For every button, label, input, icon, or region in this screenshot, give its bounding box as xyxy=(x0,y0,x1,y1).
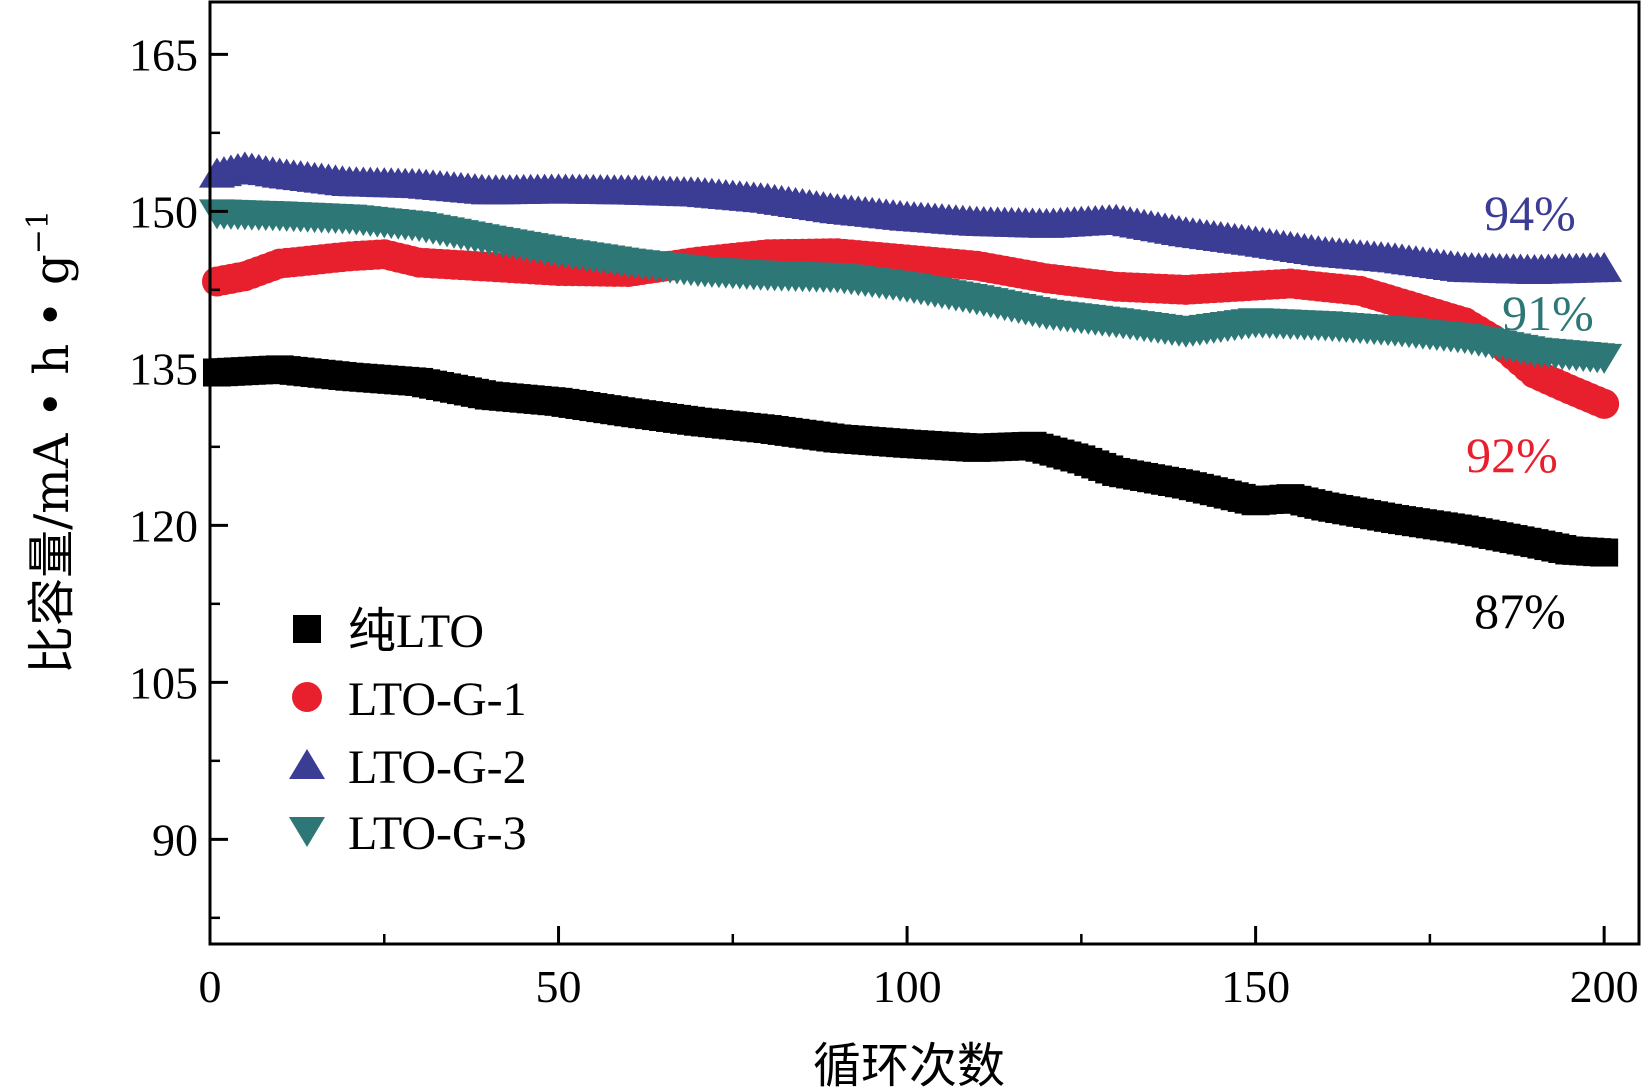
y-tick-label: 150 xyxy=(129,186,198,237)
y-axis-title: 比容量/mA • h • g−1 xyxy=(21,210,80,674)
data-point xyxy=(1589,388,1620,419)
end-label: 94% xyxy=(1484,185,1576,241)
y-tick-label: 165 xyxy=(129,29,198,80)
legend: 纯LTO LTO-G-1 LTO-G-2 LTO-G-3 xyxy=(289,605,527,860)
series-1 xyxy=(202,355,1619,567)
data-point xyxy=(1586,343,1623,374)
end-label: 91% xyxy=(1502,285,1594,341)
x-tick-label: 200 xyxy=(1570,961,1639,1012)
legend-marker xyxy=(289,749,325,779)
legend-marker xyxy=(293,615,321,643)
data-point xyxy=(1586,251,1623,282)
legend-label: 纯LTO xyxy=(348,605,484,658)
series-4 xyxy=(198,199,1623,374)
axes-layer: 0 50 100 150 200 90 105 120 135 150 165 xyxy=(129,29,1639,1012)
y-axis-title-superscript: −1 xyxy=(21,210,56,254)
y-tick-label: 105 xyxy=(129,657,198,708)
y-tick-label: 135 xyxy=(129,343,198,394)
y-tick-label: 90 xyxy=(152,814,198,865)
x-tick-label: 100 xyxy=(873,961,942,1012)
end-label: 92% xyxy=(1466,427,1558,483)
legend-label: LTO-G-3 xyxy=(348,807,527,860)
x-tick-label: 0 xyxy=(199,961,222,1012)
data-point xyxy=(1590,538,1619,567)
series-3 xyxy=(198,151,1623,284)
x-tick-label: 50 xyxy=(536,961,582,1012)
legend-marker xyxy=(289,817,325,847)
plot-frame xyxy=(208,0,1641,946)
legend-label: LTO-G-1 xyxy=(348,673,527,726)
end-label: 87% xyxy=(1474,583,1566,639)
end-labels: 87% 92% 94% 91% xyxy=(1466,185,1594,639)
legend-label: LTO-G-2 xyxy=(348,741,527,794)
y-axis-title-main: 比容量/mA • h • g xyxy=(24,254,80,674)
legend-marker xyxy=(292,682,322,712)
series-layer xyxy=(198,151,1623,567)
x-axis-title: 循环次数 xyxy=(813,1038,1005,1091)
x-tick-label: 150 xyxy=(1221,961,1290,1012)
y-tick-label: 120 xyxy=(129,500,198,551)
